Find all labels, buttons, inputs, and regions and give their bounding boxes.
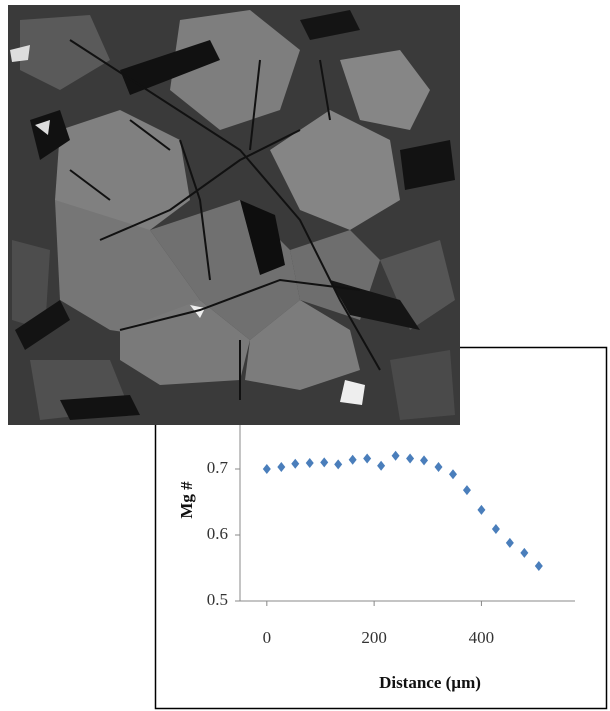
y-tick-label: 0.5 [207, 590, 228, 609]
data-point [305, 458, 314, 469]
plot: 0.5 0.6 0.7 0 200 400 [207, 403, 575, 647]
x-tick-label: 0 [263, 628, 272, 647]
data-point [477, 504, 486, 515]
data-point [448, 469, 457, 480]
x-tick-label: 200 [361, 628, 387, 647]
data-point [320, 457, 329, 468]
data-point [491, 524, 500, 535]
data-point [334, 459, 343, 470]
data-point [406, 453, 415, 464]
data-point [520, 547, 529, 558]
data-point [434, 462, 443, 473]
data-point [363, 453, 372, 464]
x-axis-title: Distance (µm) [379, 673, 481, 692]
data-point [391, 450, 400, 461]
data-point [277, 462, 286, 473]
y-tick-label: 0.6 [207, 524, 228, 543]
y-axis-title: Mg # [177, 481, 196, 519]
data-point [420, 455, 429, 466]
x-tick-label: 400 [469, 628, 495, 647]
data-point [505, 537, 514, 548]
data-point [291, 458, 300, 469]
y-tick-label: 0.7 [207, 458, 229, 477]
data-point [462, 485, 471, 496]
micrograph [8, 5, 460, 425]
data-point [377, 460, 386, 471]
data-point [262, 464, 271, 474]
data-point [534, 561, 543, 572]
data-point [348, 454, 357, 465]
